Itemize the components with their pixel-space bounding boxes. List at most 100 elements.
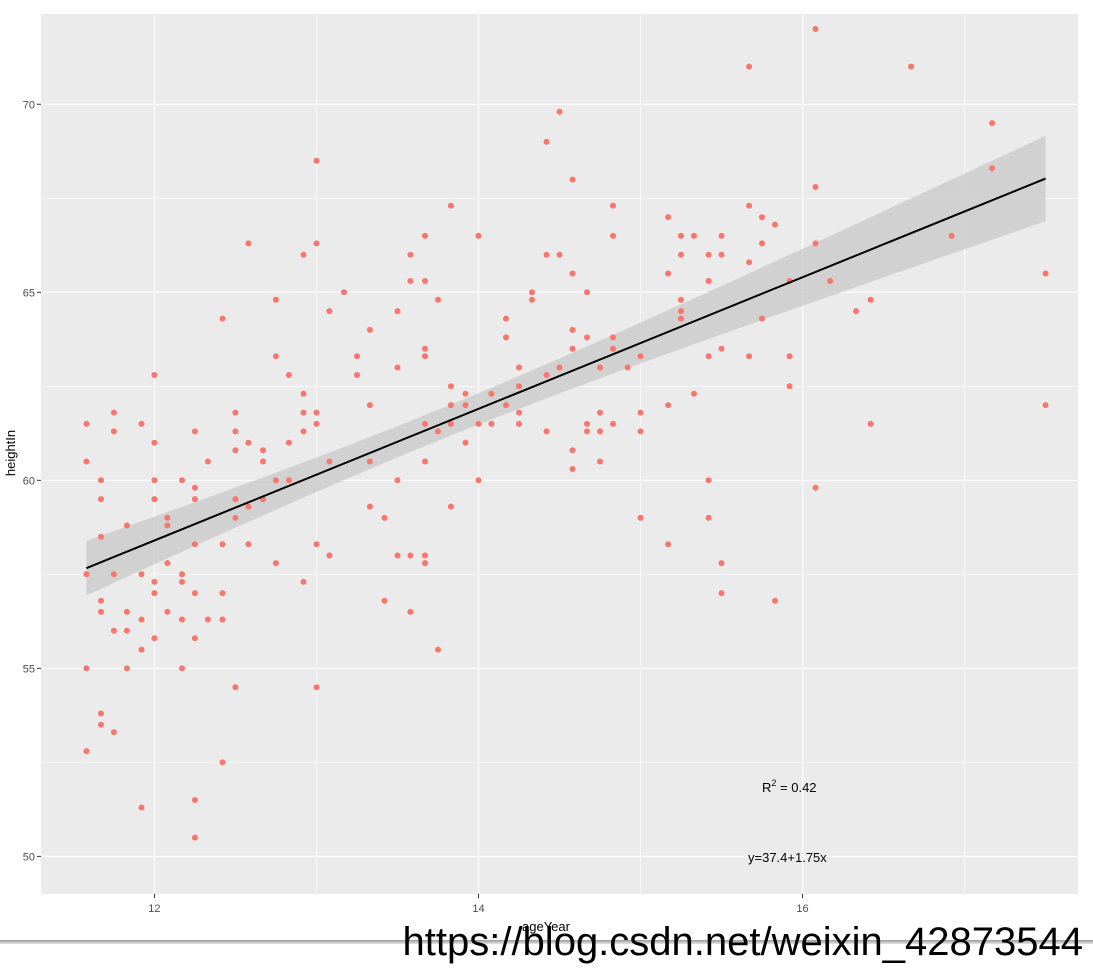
data-point: [394, 308, 401, 315]
data-point: [98, 496, 104, 503]
y-axis-title: heightIn: [3, 430, 18, 476]
data-point: [718, 560, 725, 567]
data-point: [746, 353, 753, 360]
data-point: [83, 748, 90, 755]
data-point: [435, 646, 441, 653]
data-point: [394, 552, 401, 559]
data-point: [746, 202, 753, 209]
r-squared-annotation: R2 = 0.42: [762, 778, 817, 795]
data-point: [164, 514, 171, 521]
data-point: [569, 176, 576, 183]
data-point: [435, 296, 441, 303]
data-point: [584, 428, 590, 435]
data-point: [529, 296, 535, 303]
data-point: [83, 420, 90, 427]
data-point: [475, 477, 482, 484]
data-point: [138, 420, 145, 427]
data-point: [718, 345, 725, 352]
data-point: [812, 240, 819, 247]
data-point: [381, 514, 388, 521]
data-point: [272, 560, 279, 567]
data-point: [665, 402, 672, 409]
data-point: [584, 334, 590, 341]
data-point: [610, 202, 616, 209]
data-point: [191, 635, 198, 642]
data-point: [232, 428, 239, 435]
data-point: [1042, 402, 1049, 409]
data-point: [503, 402, 509, 409]
data-point: [718, 590, 725, 597]
data-point: [759, 214, 765, 221]
data-point: [569, 345, 576, 352]
data-point: [556, 364, 563, 371]
data-point: [637, 428, 644, 435]
data-point: [232, 684, 239, 691]
data-point: [219, 541, 226, 548]
data-point: [98, 721, 104, 728]
data-point: [151, 590, 158, 597]
bottom-divider: [0, 940, 1093, 944]
data-point: [543, 428, 550, 435]
regression-equation: y=37.4+1.75x: [748, 850, 827, 865]
data-point: [610, 232, 616, 239]
x-axis-title: ageYear: [522, 919, 571, 934]
r-squared-exponent: 2: [771, 778, 776, 788]
data-point: [98, 597, 104, 604]
data-point: [366, 326, 373, 333]
data-point: [164, 608, 171, 615]
data-point: [447, 402, 454, 409]
data-point: [245, 439, 252, 446]
data-point: [191, 496, 198, 503]
data-point: [179, 477, 185, 484]
data-point: [245, 541, 252, 548]
data-point: [83, 665, 90, 672]
data-point: [503, 315, 509, 322]
data-point: [326, 552, 333, 559]
y-tick-label: 65: [23, 287, 35, 299]
data-point: [569, 270, 576, 277]
data-point: [232, 409, 239, 416]
data-point: [718, 232, 725, 239]
y-tick-label: 60: [23, 475, 35, 487]
data-point: [219, 616, 226, 623]
data-point: [556, 108, 563, 115]
data-point: [422, 345, 428, 352]
data-point: [123, 522, 130, 529]
data-point: [678, 251, 684, 258]
data-point: [678, 315, 684, 322]
data-point: [138, 804, 145, 811]
data-point: [569, 466, 576, 472]
data-point: [179, 571, 185, 578]
data-point: [300, 390, 307, 397]
data-point: [272, 353, 279, 360]
data-point: [705, 353, 712, 360]
data-point: [191, 484, 198, 491]
data-point: [191, 541, 198, 548]
data-point: [948, 232, 955, 239]
data-point: [313, 684, 320, 691]
data-point: [569, 447, 576, 454]
data-point: [786, 383, 793, 390]
data-point: [354, 353, 360, 360]
data-point: [853, 308, 859, 315]
x-tick-label: 12: [148, 903, 160, 915]
data-point: [138, 616, 145, 623]
confidence-band-layer: [86, 135, 1046, 596]
data-point: [366, 402, 373, 409]
data-point: [313, 157, 320, 164]
data-point: [138, 646, 145, 653]
data-point: [665, 214, 672, 221]
data-point: [407, 251, 414, 258]
data-point: [610, 420, 616, 427]
data-point: [394, 364, 401, 371]
data-point: [98, 608, 104, 615]
data-point: [123, 608, 130, 615]
data-point: [705, 477, 712, 484]
data-point: [989, 120, 996, 127]
data-point: [503, 334, 509, 341]
data-point: [678, 296, 684, 303]
data-point: [422, 458, 428, 465]
data-point: [245, 503, 252, 510]
data-point: [191, 590, 198, 597]
data-point: [422, 278, 428, 284]
